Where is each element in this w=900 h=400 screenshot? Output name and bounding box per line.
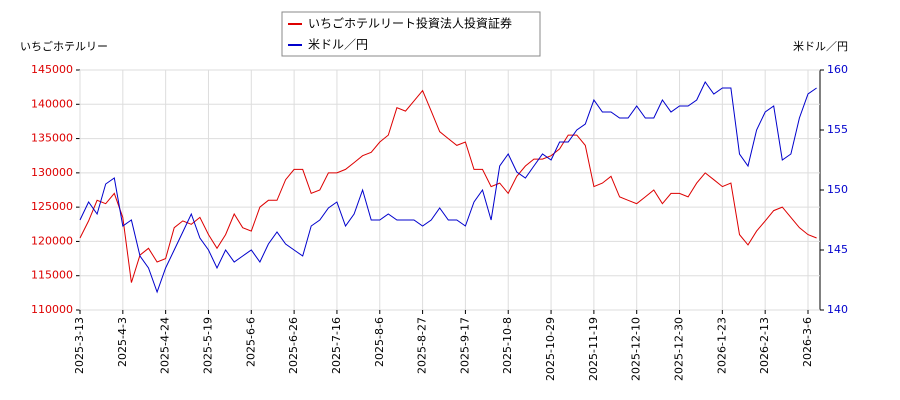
y2-tick-label: 140 — [827, 303, 848, 316]
series-line — [79, 89, 817, 283]
x-tick-label: 2025-8-6 — [373, 317, 386, 367]
x-tick-label: 2025-3-13 — [73, 317, 86, 374]
y-tick-label: 130000 — [31, 166, 73, 179]
y2-axis-title: 米ドル／円 — [793, 40, 848, 53]
x-tick-label: 2025-9-17 — [458, 317, 471, 374]
y2-tick-label: 155 — [827, 123, 848, 136]
x-tick-label: 2025-12-30 — [673, 317, 686, 381]
y2-tick-label: 150 — [827, 183, 848, 196]
y-tick-label: 140000 — [31, 97, 73, 110]
x-tick-label: 2025-7-16 — [330, 317, 343, 374]
y-axis-title: いちごホテルリー — [20, 39, 108, 53]
legend-label: 米ドル／円 — [308, 38, 368, 52]
x-tick-label: 2025-10-8 — [501, 317, 514, 374]
legend-label: いちごホテルリート投資法人投資証券 — [308, 16, 512, 31]
y-tick-label: 125000 — [31, 200, 73, 213]
plot-frame — [79, 69, 821, 311]
series-line — [79, 81, 817, 294]
x-tick-label: 2025-5-19 — [201, 317, 214, 374]
x-tick-label: 2026-3-6 — [801, 317, 814, 367]
y-tick-label: 115000 — [31, 269, 73, 282]
x-tick-label: 2025-8-27 — [416, 317, 429, 374]
x-tick-label: 2026-2-13 — [758, 317, 771, 374]
x-tick-label: 2025-6-6 — [244, 317, 257, 367]
y2-tick-label: 145 — [827, 243, 848, 256]
x-tick-label: 2025-6-26 — [287, 317, 300, 374]
x-tick-label: 2025-4-3 — [116, 317, 129, 367]
y-tick-label: 145000 — [31, 63, 73, 76]
x-tick-label: 2025-4-24 — [159, 317, 172, 374]
x-tick-label: 2025-10-29 — [544, 317, 557, 381]
y-tick-label: 135000 — [31, 132, 73, 145]
x-tick-label: 2025-12-10 — [630, 317, 643, 381]
x-tick-label: 2025-11-19 — [587, 317, 600, 381]
y-tick-label: 110000 — [31, 303, 73, 316]
x-tick-label: 2026-1-23 — [715, 317, 728, 374]
legend-box — [281, 11, 541, 57]
y2-tick-label: 160 — [827, 63, 848, 76]
y-tick-label: 120000 — [31, 234, 73, 247]
